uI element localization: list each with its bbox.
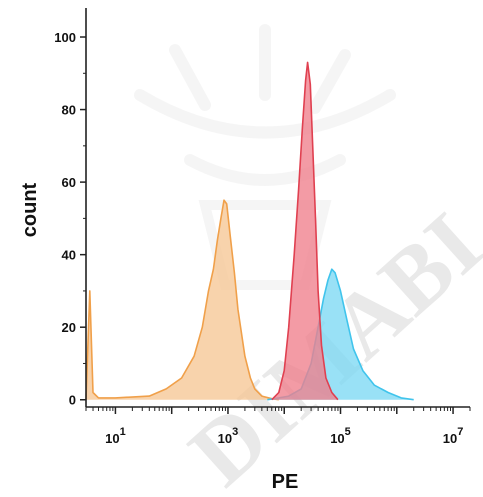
x-tick-label: 103 bbox=[218, 426, 239, 446]
y-tick-label: 0 bbox=[69, 393, 76, 408]
x-tick-label-exponent: 5 bbox=[345, 426, 351, 438]
y-tick-label: 80 bbox=[62, 103, 76, 118]
series-area-0 bbox=[86, 200, 279, 400]
x-tick-label: 101 bbox=[105, 426, 126, 446]
watermark-logo bbox=[134, 24, 396, 290]
x-axis-label: PE bbox=[272, 471, 299, 493]
x-tick-label-exponent: 3 bbox=[232, 426, 238, 438]
plot-area bbox=[85, 61, 414, 401]
series-line-2 bbox=[271, 61, 339, 401]
series-area-1 bbox=[267, 269, 414, 400]
y-tick-label: 40 bbox=[62, 248, 76, 263]
x-tick-label-exponent: 7 bbox=[457, 426, 463, 438]
x-tick-label: 107 bbox=[443, 426, 464, 446]
x-tick-label-base: 10 bbox=[443, 431, 457, 446]
x-tick-label-base: 10 bbox=[330, 431, 344, 446]
series-line-0 bbox=[85, 199, 279, 401]
x-tick-label: 105 bbox=[330, 426, 351, 446]
y-axis-label: count bbox=[19, 182, 41, 237]
x-tick-label-base: 10 bbox=[218, 431, 232, 446]
x-tick-label-base: 10 bbox=[105, 431, 119, 446]
y-tick-label: 60 bbox=[62, 175, 76, 190]
x-tick-label-exponent: 1 bbox=[120, 426, 126, 438]
y-tick-label: 20 bbox=[62, 320, 76, 335]
series-area-2 bbox=[271, 62, 338, 400]
y-tick-label: 100 bbox=[54, 30, 76, 45]
